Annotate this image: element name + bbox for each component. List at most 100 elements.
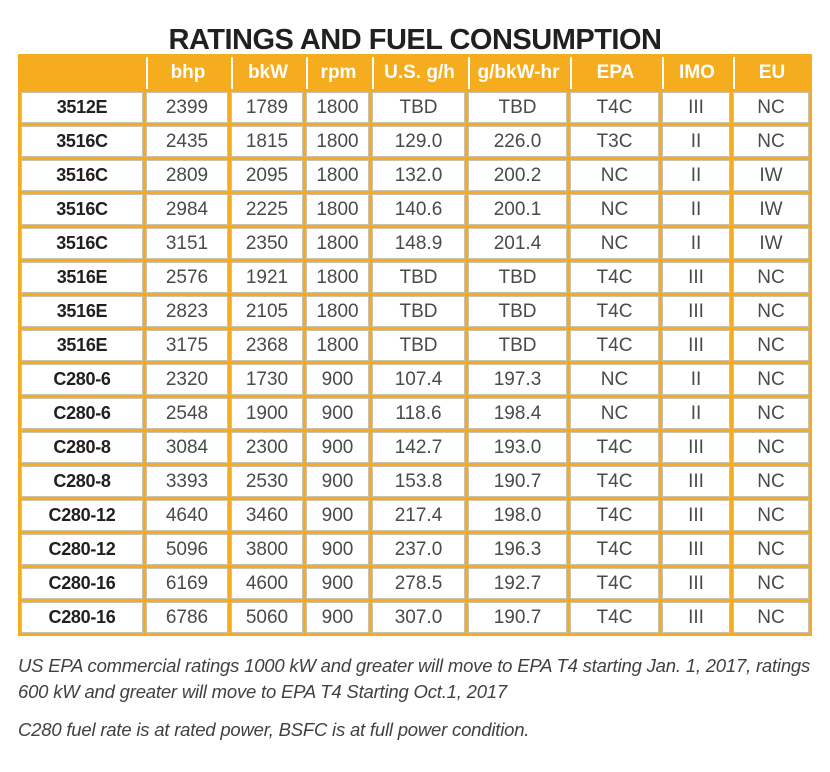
value-cell: T4C [570, 534, 659, 565]
table-row: C280-16 6169 4600 900 278.5 192.7 T4C III NC [21, 568, 809, 599]
value-cell: 3393 [146, 466, 228, 497]
value-cell: 201.4 [468, 228, 567, 259]
table-header-model [21, 57, 143, 89]
model-cell: 3512E [21, 92, 143, 123]
value-cell: 278.5 [372, 568, 465, 599]
value-cell: 900 [306, 398, 369, 429]
value-cell: 2095 [231, 160, 303, 191]
value-cell: NC [733, 432, 809, 463]
value-cell: II [662, 228, 730, 259]
table-row: 3516E 2576 1921 1800 TBD TBD T4C III NC [21, 262, 809, 293]
value-cell: 1800 [306, 92, 369, 123]
table-row: 3516C 3151 2350 1800 148.9 201.4 NC II IW [21, 228, 809, 259]
value-cell: 3460 [231, 500, 303, 531]
value-cell: NC [733, 602, 809, 633]
value-cell: 900 [306, 432, 369, 463]
table-header-epa: EPA [570, 57, 659, 89]
value-cell: 900 [306, 500, 369, 531]
value-cell: TBD [372, 330, 465, 361]
value-cell: 2399 [146, 92, 228, 123]
page-title: RATINGS AND FUEL CONSUMPTION [168, 24, 662, 56]
table-header-rpm: rpm [306, 57, 369, 89]
value-cell: TBD [468, 92, 567, 123]
value-cell: T4C [570, 602, 659, 633]
table-row: C280-12 4640 3460 900 217.4 198.0 T4C III NC [21, 500, 809, 531]
value-cell: 196.3 [468, 534, 567, 565]
value-cell: II [662, 126, 730, 157]
model-cell: C280-8 [21, 432, 143, 463]
value-cell: 107.4 [372, 364, 465, 395]
value-cell: 226.0 [468, 126, 567, 157]
model-cell: 3516C [21, 194, 143, 225]
value-cell: 2435 [146, 126, 228, 157]
model-cell: 3516E [21, 262, 143, 293]
value-cell: 1800 [306, 262, 369, 293]
value-cell: III [662, 432, 730, 463]
value-cell: 5096 [146, 534, 228, 565]
table-row: 3516E 3175 2368 1800 TBD TBD T4C III NC [21, 330, 809, 361]
value-cell: NC [570, 398, 659, 429]
value-cell: 4600 [231, 568, 303, 599]
model-cell: C280-8 [21, 466, 143, 497]
value-cell: T4C [570, 296, 659, 327]
footnote: US EPA commercial ratings 1000 kW and gr… [18, 655, 811, 702]
value-cell: T4C [570, 92, 659, 123]
value-cell: 900 [306, 568, 369, 599]
value-cell: 140.6 [372, 194, 465, 225]
value-cell: 237.0 [372, 534, 465, 565]
value-cell: III [662, 568, 730, 599]
value-cell: T4C [570, 500, 659, 531]
value-cell: 3175 [146, 330, 228, 361]
value-cell: T4C [570, 466, 659, 497]
value-cell: 129.0 [372, 126, 465, 157]
value-cell: NC [733, 398, 809, 429]
table-row: C280-6 2548 1900 900 118.6 198.4 NC II NC [21, 398, 809, 429]
value-cell: II [662, 194, 730, 225]
value-cell: TBD [372, 262, 465, 293]
value-cell: III [662, 534, 730, 565]
value-cell: 2105 [231, 296, 303, 327]
model-cell: C280-16 [21, 568, 143, 599]
value-cell: 148.9 [372, 228, 465, 259]
value-cell: 3151 [146, 228, 228, 259]
value-cell: TBD [468, 262, 567, 293]
value-cell: 1800 [306, 228, 369, 259]
value-cell: NC [733, 466, 809, 497]
value-cell: 1789 [231, 92, 303, 123]
value-cell: II [662, 364, 730, 395]
value-cell: 198.4 [468, 398, 567, 429]
value-cell: NC [733, 330, 809, 361]
value-cell: 2809 [146, 160, 228, 191]
ratings-table: bhp bkW rpm U.S. g/h g/bkW-hr EPA IMO EU 3512E 2… [18, 54, 812, 636]
table-header-u-s-g-h: U.S. g/h [372, 57, 465, 89]
model-cell: 3516C [21, 228, 143, 259]
value-cell: 2300 [231, 432, 303, 463]
value-cell: 1730 [231, 364, 303, 395]
value-cell: NC [570, 194, 659, 225]
model-cell: 3516E [21, 330, 143, 361]
table-row: 3516C 2435 1815 1800 129.0 226.0 T3C II NC [21, 126, 809, 157]
footnote: C280 fuel rate is at rated power, BSFC i… [18, 719, 530, 740]
table-row: 3516C 2984 2225 1800 140.6 200.1 NC II IW [21, 194, 809, 225]
value-cell: NC [733, 262, 809, 293]
value-cell: NC [570, 228, 659, 259]
value-cell: III [662, 602, 730, 633]
value-cell: NC [733, 534, 809, 565]
value-cell: 1815 [231, 126, 303, 157]
value-cell: 3800 [231, 534, 303, 565]
value-cell: TBD [468, 296, 567, 327]
value-cell: NC [733, 296, 809, 327]
value-cell: 2350 [231, 228, 303, 259]
table-row: 3512E 2399 1789 1800 TBD TBD T4C III NC [21, 92, 809, 123]
value-cell: 118.6 [372, 398, 465, 429]
value-cell: IW [733, 194, 809, 225]
value-cell: 197.3 [468, 364, 567, 395]
value-cell: II [662, 398, 730, 429]
value-cell: III [662, 92, 730, 123]
value-cell: 190.7 [468, 466, 567, 497]
table-body: 3512E 2399 1789 1800 TBD TBD T4C III NC 3516C 2435… [21, 92, 809, 633]
value-cell: 4640 [146, 500, 228, 531]
value-cell: NC [733, 364, 809, 395]
value-cell: 1900 [231, 398, 303, 429]
